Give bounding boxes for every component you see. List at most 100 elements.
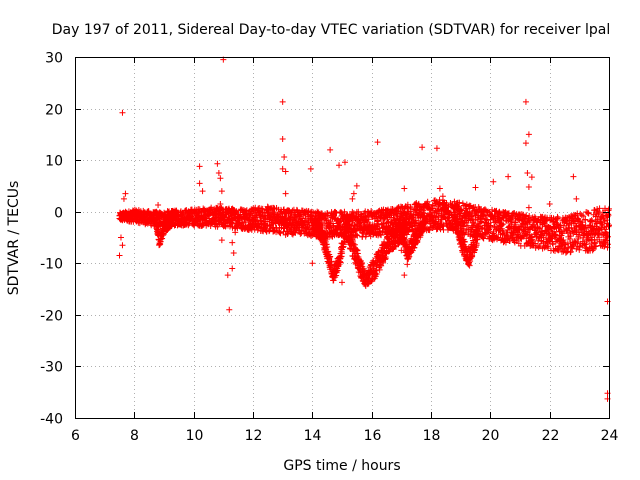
outlier-point: [588, 237, 595, 244]
outlier-point: [224, 272, 231, 279]
outlier-point: [531, 213, 538, 220]
outlier-point: [119, 109, 126, 116]
main-band-point: [576, 218, 583, 225]
main-band-point: [552, 231, 559, 238]
chart-title: Day 197 of 2011, Sidereal Day-to-day VTE…: [52, 22, 610, 38]
outlier-point: [122, 190, 129, 197]
dip-19.1-point: [455, 222, 462, 229]
outlier-point: [349, 195, 356, 202]
outlier-point: [570, 217, 577, 224]
outlier-point: [282, 190, 289, 197]
main-band-point: [484, 217, 491, 224]
main-band-point: [576, 244, 583, 251]
outlier-point: [226, 306, 233, 313]
main-band-point: [243, 207, 250, 214]
dip-17.2-point: [421, 223, 428, 230]
y-tick-label: -30: [40, 360, 63, 376]
main-band-point: [601, 243, 608, 250]
main-band-point: [378, 232, 385, 239]
outlier-point: [196, 180, 203, 187]
outlier-point: [573, 195, 580, 202]
y-tick-label: 30: [45, 51, 63, 67]
main-band-point: [487, 224, 494, 231]
outlier-point: [528, 174, 535, 181]
main-band-point: [544, 216, 551, 223]
main-band-point: [305, 226, 312, 233]
x-tick-label: 8: [130, 428, 139, 444]
outlier-point: [282, 231, 289, 238]
outlier-point: [214, 160, 221, 167]
outlier-point: [196, 163, 203, 170]
main-band-point: [444, 215, 451, 222]
main-band-point: [502, 239, 509, 246]
dip-15.7-point: [342, 229, 349, 236]
x-tick-label: 24: [601, 428, 619, 444]
dip-19.1-point: [475, 230, 482, 237]
outlier-point: [341, 159, 348, 166]
outlier-point: [404, 261, 411, 268]
y-tick-label: -40: [40, 412, 63, 428]
outlier-point: [472, 184, 479, 191]
outlier-point: [522, 140, 529, 147]
x-tick-label: 6: [71, 428, 80, 444]
x-tick-label: 12: [245, 428, 263, 444]
outlier-point: [199, 188, 206, 195]
dip-15.7-point: [403, 220, 410, 227]
main-band-point: [605, 205, 612, 212]
main-band-point: [582, 216, 589, 223]
main-band-point: [478, 218, 485, 225]
outlier-point: [524, 170, 531, 177]
main-band-point: [495, 234, 502, 241]
outlier-point: [525, 204, 532, 211]
outlier-point: [218, 237, 225, 244]
outlier-point: [279, 135, 286, 142]
outlier-point: [327, 146, 334, 153]
x-tick-label: 14: [304, 428, 322, 444]
y-tick-label: 20: [45, 103, 63, 119]
dip-19.1-point: [475, 223, 482, 230]
main-band-point: [499, 221, 506, 228]
main-band-point: [550, 241, 557, 248]
main-band-point: [383, 212, 390, 219]
main-band-point: [580, 213, 587, 220]
outlier-point: [229, 239, 236, 246]
outlier-point: [339, 279, 345, 286]
outlier-point: [398, 247, 405, 254]
outlier-point: [525, 131, 532, 138]
main-band-point: [233, 208, 240, 215]
outlier-point: [401, 185, 408, 192]
main-band-point: [456, 199, 463, 206]
main-band-point: [509, 214, 516, 221]
plot-frame: [75, 57, 610, 419]
outlier-point: [117, 234, 124, 241]
outlier-point: [401, 272, 408, 279]
dip-14.6-point: [327, 253, 334, 260]
dip-8.8-point: [157, 238, 164, 245]
outlier-point: [433, 145, 440, 152]
main-band-point: [354, 232, 361, 239]
main-band-point: [573, 245, 580, 252]
outlier-point: [119, 242, 126, 249]
main-band-point: [593, 243, 600, 250]
main-band-point: [478, 225, 485, 232]
main-band-point: [464, 222, 471, 229]
outlier-point: [353, 182, 360, 189]
x-tick-label: 22: [542, 428, 560, 444]
y-tick-label: -20: [40, 309, 63, 325]
y-tick-label: 0: [54, 206, 63, 222]
main-band-point: [188, 213, 195, 220]
main-band-point: [480, 235, 487, 242]
x-tick-label: 18: [423, 428, 441, 444]
main-band-point: [491, 223, 498, 230]
x-axis-label: GPS time / hours: [283, 458, 400, 474]
main-band-point: [580, 234, 587, 241]
dip-17.2-point: [409, 247, 416, 254]
main-band-point: [598, 220, 605, 227]
outlier-point: [490, 178, 497, 185]
dip-19.1-point: [472, 246, 479, 253]
outlier-point: [232, 229, 239, 236]
outlier-point: [217, 200, 224, 207]
outlier-point: [374, 139, 381, 146]
outlier-point: [281, 154, 288, 161]
